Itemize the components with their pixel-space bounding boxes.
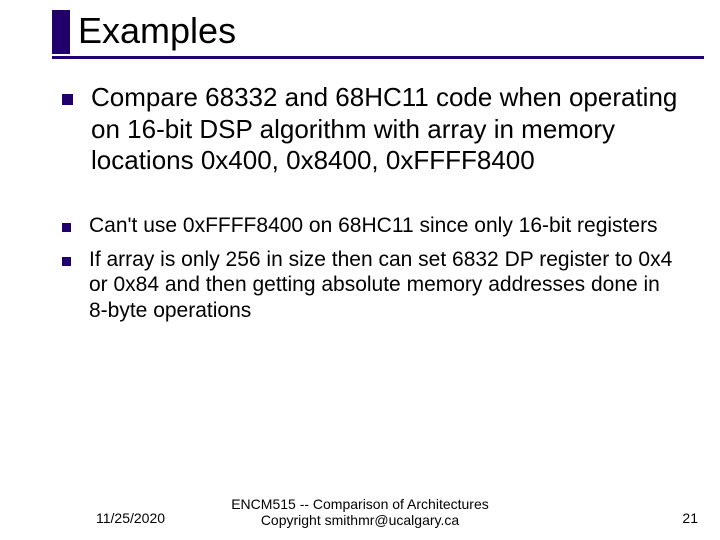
footer-line2: Copyright smithmr@ucalgary.ca — [261, 512, 459, 528]
bullet-item: Compare 68332 and 68HC11 code when opera… — [62, 82, 682, 177]
footer-center: ENCM515 -- Comparison of Architectures C… — [0, 496, 720, 528]
title-accent-bar — [52, 10, 70, 54]
footer-page-number: 21 — [682, 510, 698, 526]
bullet-text: If array is only 256 in size then can se… — [89, 247, 682, 324]
footer-line1: ENCM515 -- Comparison of Architectures — [231, 496, 489, 512]
title-underline — [52, 56, 704, 59]
bullet-square-icon — [62, 94, 73, 105]
bullet-item: Can't use 0xFFFF8400 on 68HC11 since onl… — [62, 213, 682, 239]
bullet-text: Can't use 0xFFFF8400 on 68HC11 since onl… — [89, 213, 658, 239]
content-area: Compare 68332 and 68HC11 code when opera… — [62, 82, 682, 332]
title-region: Examples — [0, 0, 720, 52]
bullet-square-icon — [62, 257, 71, 266]
slide-title: Examples — [78, 10, 720, 52]
bullet-item: If array is only 256 in size then can se… — [62, 247, 682, 324]
bullet-square-icon — [62, 223, 71, 232]
bullet-text: Compare 68332 and 68HC11 code when opera… — [91, 82, 682, 177]
